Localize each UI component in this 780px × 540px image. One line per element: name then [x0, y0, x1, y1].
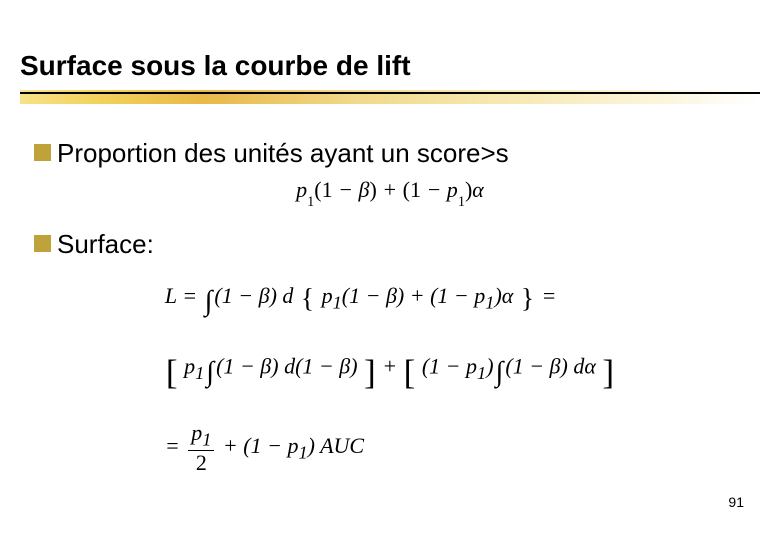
square-bullet-icon — [34, 235, 51, 252]
square-bullet-icon — [34, 144, 51, 161]
bullet-row-proportion: Proportion des unités ayant un score>s — [20, 138, 760, 169]
formula-surface-lines: L = ∫(1 − β) d { p1(1 − β) + (1 − p1)α }… — [165, 268, 615, 473]
formula-surface-line2: [ p1∫(1 − β) d(1 − β) ] + [ (1 − p1)∫(1 … — [165, 334, 615, 411]
title-underline — [20, 90, 760, 108]
slide-title: Surface sous la courbe de lift — [20, 50, 760, 82]
formula-proportion-expr: p1(1 − β) + (1 − p1)α — [296, 177, 484, 207]
formula-surface-line3: = p12 + (1 − p1) AUC — [165, 422, 615, 474]
slide: Surface sous la courbe de lift Proportio… — [0, 0, 780, 516]
formula-proportion: p1(1 − β) + (1 − p1)α — [20, 177, 760, 207]
underline-line — [20, 92, 760, 94]
bullet-row-surface: Surface: — [20, 229, 760, 260]
bullet-label: Surface: — [57, 229, 154, 260]
formula-surface: L = ∫(1 − β) d { p1(1 − β) + (1 − p1)α }… — [20, 268, 760, 473]
formula-surface-line1: L = ∫(1 − β) d { p1(1 − β) + (1 − p1)α }… — [165, 268, 615, 334]
page-number: 91 — [728, 494, 744, 510]
bullet-label: Proportion des unités ayant un score>s — [57, 138, 509, 169]
